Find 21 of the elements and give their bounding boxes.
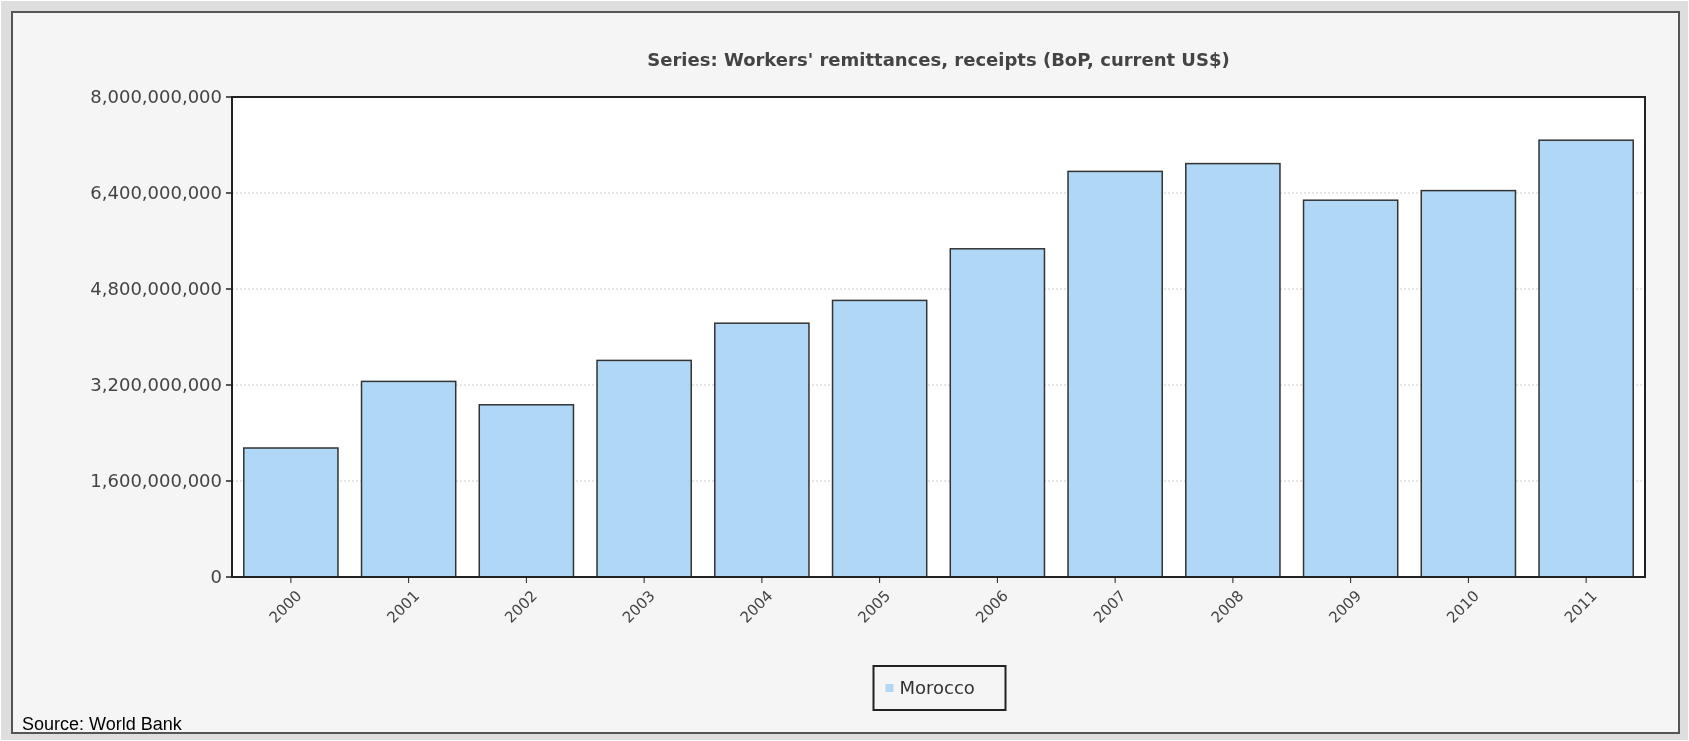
bar [243,447,339,578]
bar [1067,170,1163,578]
bar [949,248,1046,578]
y-tick-label: 0 [210,566,222,588]
bar [596,359,692,578]
y-tick-label: 3,200,000,000 [90,374,222,396]
bar [478,404,575,578]
bar [1420,189,1517,578]
source-note: Source: World Bank [22,714,183,734]
bar [1538,139,1634,578]
bar [360,380,457,578]
text: Morocco [899,677,975,699]
y-tick-label: 8,000,000,000 [90,86,222,108]
y-tick-label: 6,400,000,000 [90,182,222,204]
bar [831,299,928,578]
bar [1185,162,1281,578]
y-tick-label: 1,600,000,000 [90,470,222,492]
y-tick-label: 4,800,000,000 [90,278,222,300]
bar [1302,199,1399,578]
chart-title: Series: Workers' remittances, receipts (BoP, current US$) [647,49,1230,70]
bar [714,322,810,578]
